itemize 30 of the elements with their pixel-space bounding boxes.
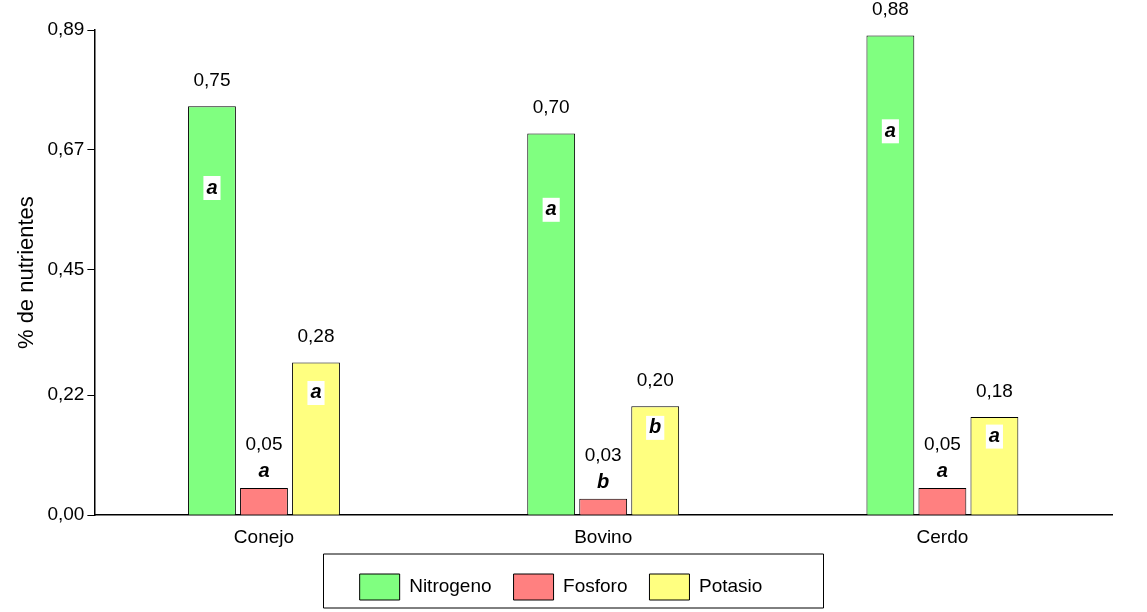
y-axis-title: % de nutrientes	[13, 196, 39, 350]
annotation: b	[597, 470, 610, 493]
y-tick-label: 0,45	[47, 258, 85, 280]
data-label: 0,20	[636, 368, 674, 390]
annotation: a	[258, 459, 270, 482]
legend-label: Fosforo	[563, 575, 628, 597]
data-label: 0,05	[245, 432, 283, 454]
data-label: 0,05	[923, 432, 961, 454]
annotation: a	[936, 459, 948, 482]
data-label: 0,18	[975, 379, 1013, 401]
data-label: 0,70	[532, 96, 570, 118]
y-tick-label: 0,00	[47, 503, 85, 525]
legend-label: Potasio	[698, 575, 763, 597]
annotation: a	[884, 118, 896, 141]
annotation: a	[206, 175, 218, 198]
x-tick-label: Cerdo	[916, 525, 969, 547]
legend-label: Nitrogeno	[409, 575, 492, 597]
annotation: a	[545, 197, 557, 220]
annotation: a	[988, 424, 1000, 447]
data-label: 0,88	[871, 0, 909, 20]
data-label: 0,03	[584, 443, 622, 465]
x-tick-label: Bovino	[574, 525, 633, 547]
data-label: 0,28	[297, 325, 335, 347]
y-tick-label: 0,67	[47, 138, 85, 160]
y-tick-label: 0,22	[47, 383, 85, 405]
annotation: b	[649, 415, 662, 438]
annotation: a	[310, 380, 322, 403]
data-label: 0,75	[193, 69, 231, 91]
y-tick-label: 0,89	[47, 18, 85, 40]
x-tick-label: Conejo	[233, 525, 295, 547]
